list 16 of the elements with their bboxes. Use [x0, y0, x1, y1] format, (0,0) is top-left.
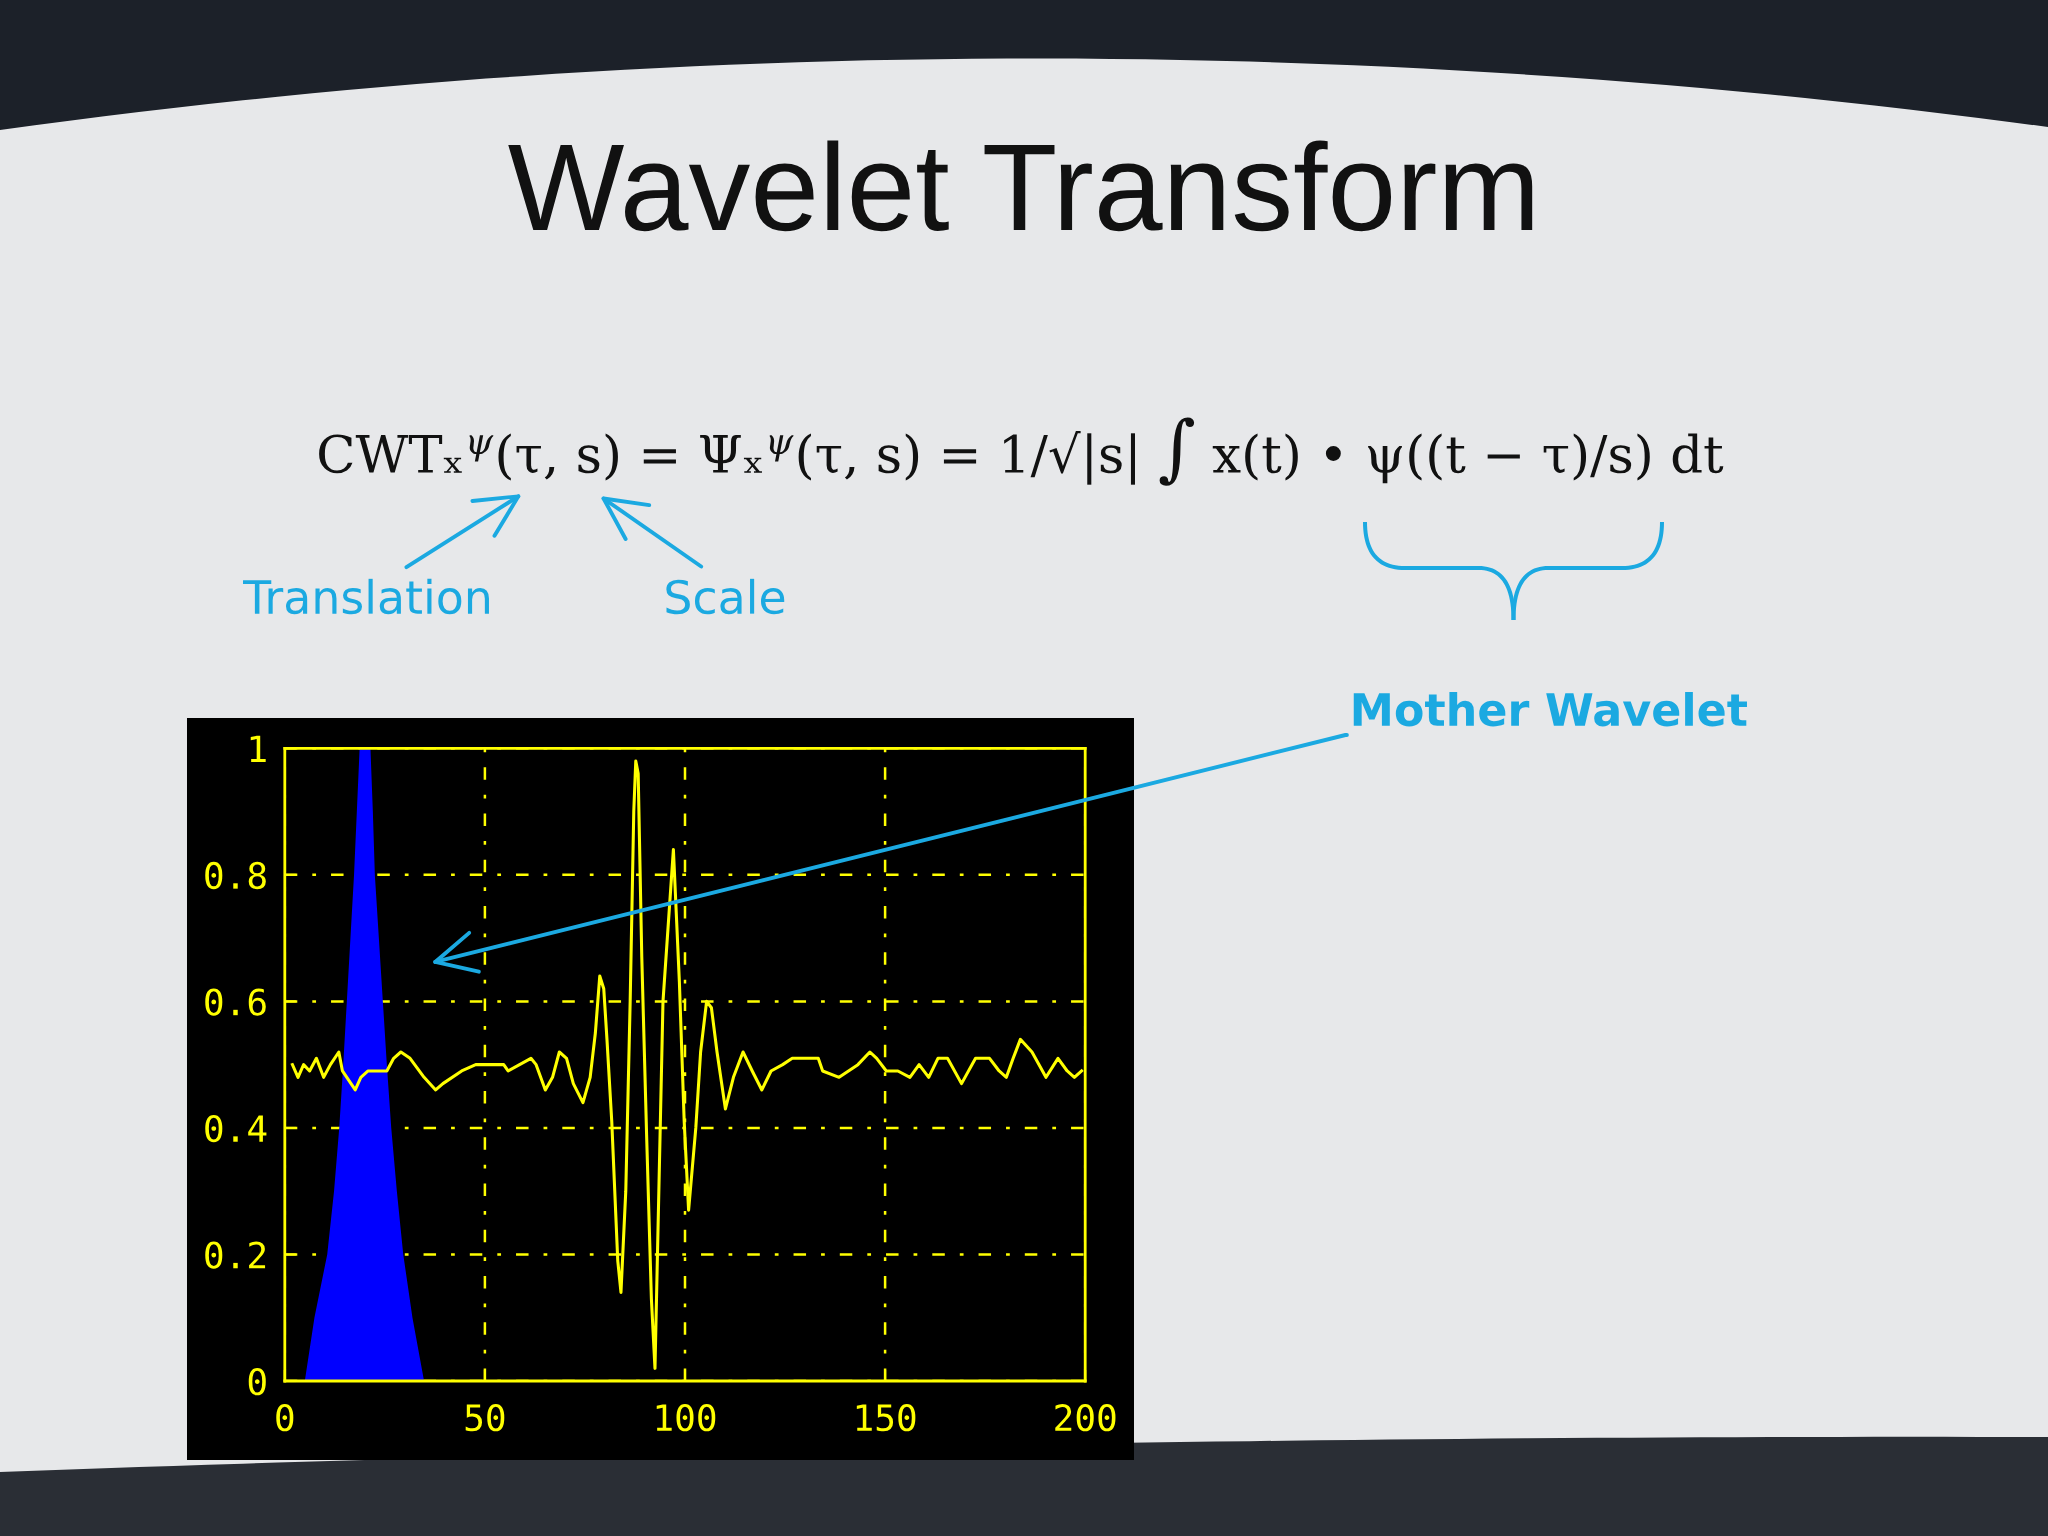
x-tick-label: 50 [465, 1404, 505, 1432]
x-tick-label: 150 [856, 1404, 916, 1432]
y-tick-label: 0.2 [205, 1241, 266, 1269]
y-tick-label: 1 [250, 735, 266, 763]
x-tick-label: 200 [1055, 1404, 1116, 1432]
text: Translation [243, 578, 489, 615]
y-tick-label: 0.8 [205, 861, 266, 890]
text: CWTₓ$^{ψ}$(τ, s) = Ψₓ$^{ψ}$(τ, s) = 1/√|s| ∫ x(t) • ψ((t − τ)/s) dt [319, 417, 1724, 486]
x-tick-label: 0 [276, 1404, 294, 1432]
y-tick-label: 0.6 [205, 988, 266, 1016]
text: Scale [666, 578, 785, 615]
chart-title: Wavelet Transform [508, 140, 1533, 232]
text: Mother Wavelet [1353, 691, 1747, 727]
x-tick-label: 100 [656, 1404, 716, 1432]
y-tick-label: 0 [248, 1368, 266, 1396]
y-tick-label: 0.4 [205, 1114, 267, 1143]
